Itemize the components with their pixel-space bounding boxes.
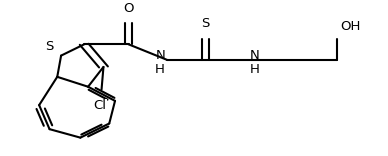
Text: OH: OH	[340, 20, 361, 33]
Text: N: N	[155, 49, 165, 62]
Text: O: O	[123, 2, 134, 15]
Text: H: H	[250, 63, 260, 76]
Text: Cl: Cl	[93, 100, 106, 112]
Text: N: N	[250, 49, 260, 62]
Text: S: S	[201, 17, 210, 30]
Text: H: H	[155, 63, 165, 76]
Text: S: S	[45, 40, 54, 53]
